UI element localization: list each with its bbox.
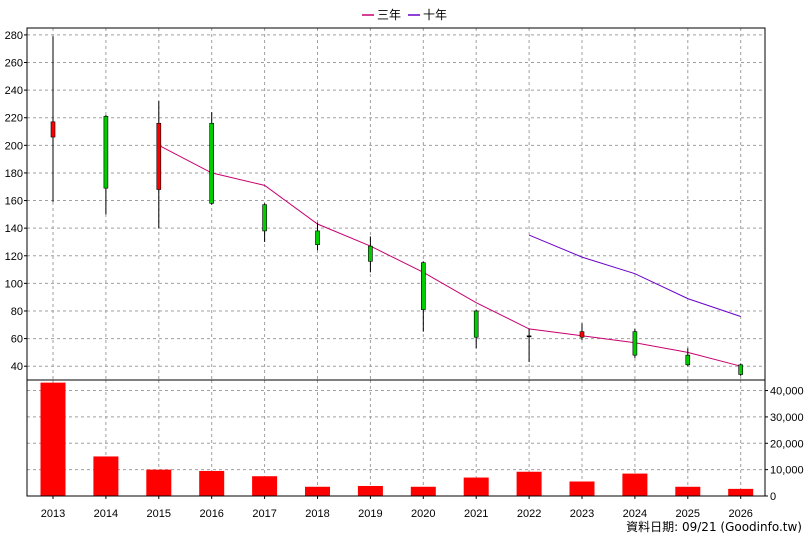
volume-bar-2026 (728, 488, 754, 496)
year-tick-label: 2026 (728, 508, 752, 520)
price-tick-label: 100 (5, 278, 23, 290)
volume-bar-2013 (40, 382, 66, 496)
candle-body (156, 122, 162, 190)
year-tick-label: 2025 (676, 508, 700, 520)
volume-bar-2021 (463, 477, 489, 496)
year-tick-label: 2024 (623, 508, 647, 520)
year-tick-label: 2022 (517, 508, 541, 520)
volume-bar-2025 (675, 486, 701, 496)
candle-body (50, 121, 56, 138)
ma-line-three-year (158, 144, 741, 367)
candle-2014 (103, 114, 109, 215)
year-axis-ticks: 2013 2014 2015 2016 2017 2018 2019 2020 2021 2022… (41, 496, 753, 520)
candle-2016 (209, 112, 214, 205)
price-grid (27, 28, 765, 380)
price-axis-ticks: 40 60 80 100 120 140 160 180 200 220 240 260 280 (5, 30, 27, 373)
volume-grid (27, 380, 765, 496)
price-tick-label: 220 (5, 113, 23, 125)
volume-tick-label: 0 (770, 491, 776, 503)
candle-2021 (473, 309, 479, 349)
candle-2026 (738, 363, 744, 376)
volume-tick-label: 40,000 (770, 386, 804, 398)
year-tick-label: 2023 (570, 508, 594, 520)
year-tick-label: 2015 (147, 508, 171, 520)
volume-bar-2016 (199, 470, 225, 496)
price-tick-label: 160 (5, 196, 23, 208)
volume-tick-label: 30,000 (770, 412, 804, 424)
price-tick-label: 260 (5, 58, 23, 70)
volume-bar-2019 (357, 485, 383, 496)
legend-label-ten-year: 十年 (423, 8, 447, 22)
legend-label-three-year: 三年 (377, 8, 401, 22)
candle-2024 (632, 328, 638, 358)
volume-tick-label: 10,000 (770, 465, 804, 477)
candle-body (209, 122, 214, 204)
price-tick-label: 180 (5, 168, 23, 180)
candle-2013 (50, 36, 56, 202)
volume-plot-frame (26, 379, 766, 497)
candle-body (473, 310, 479, 338)
year-tick-label: 2020 (411, 508, 435, 520)
price-tick-label: 60 (11, 334, 23, 346)
volume-bar-2015 (146, 469, 172, 496)
candle-body (526, 335, 532, 338)
candle-2017 (262, 203, 267, 242)
candle-body (579, 331, 585, 338)
price-tick-label: 280 (5, 30, 23, 42)
volume-bar-2018 (305, 486, 330, 496)
candle-2015 (156, 101, 162, 229)
candle-body (368, 245, 373, 262)
candle-body (420, 262, 426, 310)
volume-bars (40, 382, 754, 496)
price-tick-label: 140 (5, 223, 23, 235)
candle-body (103, 116, 109, 189)
candle-2023 (579, 323, 585, 340)
candle-2025 (685, 348, 691, 367)
candles (50, 36, 744, 376)
volume-axis-ticks: 0 10,000 20,000 30,000 40,000 (765, 386, 804, 503)
year-tick-label: 2019 (358, 508, 382, 520)
volume-bar-2020 (410, 486, 436, 496)
candle-body (632, 331, 638, 356)
year-tick-label: 2021 (464, 508, 488, 520)
price-tick-label: 40 (11, 361, 23, 373)
price-tick-label: 240 (5, 85, 23, 97)
candle-2022 (526, 328, 532, 363)
year-tick-label: 2013 (41, 508, 65, 520)
candle-body (685, 354, 691, 366)
candle-body (738, 364, 744, 375)
moving-average-lines (158, 144, 741, 367)
volume-bar-2022 (516, 471, 542, 496)
year-tick-label: 2018 (305, 508, 329, 520)
price-tick-label: 120 (5, 251, 23, 263)
candle-body (315, 230, 320, 246)
year-tick-label: 2014 (94, 508, 118, 520)
plot-frames (26, 27, 766, 497)
candle-body (262, 204, 267, 232)
volume-tick-label: 20,000 (770, 438, 804, 450)
candle-2019 (368, 236, 373, 273)
price-plot-frame (26, 27, 766, 381)
candle-2018 (315, 222, 320, 251)
legend: 三年 十年 (362, 8, 447, 22)
candle-2020 (420, 261, 426, 332)
volume-bar-2014 (93, 456, 119, 496)
ma-line-ten-year (528, 234, 741, 317)
footer-date-source: 資料日期: 09/21 (Goodinfo.tw) (626, 520, 802, 534)
volume-bar-2023 (569, 481, 595, 496)
year-tick-label: 2016 (199, 508, 223, 520)
volume-bar-2024 (622, 473, 648, 496)
year-tick-label: 2017 (252, 508, 276, 520)
price-tick-label: 200 (5, 140, 23, 152)
price-tick-label: 80 (11, 306, 23, 318)
volume-bar-2017 (252, 476, 278, 496)
